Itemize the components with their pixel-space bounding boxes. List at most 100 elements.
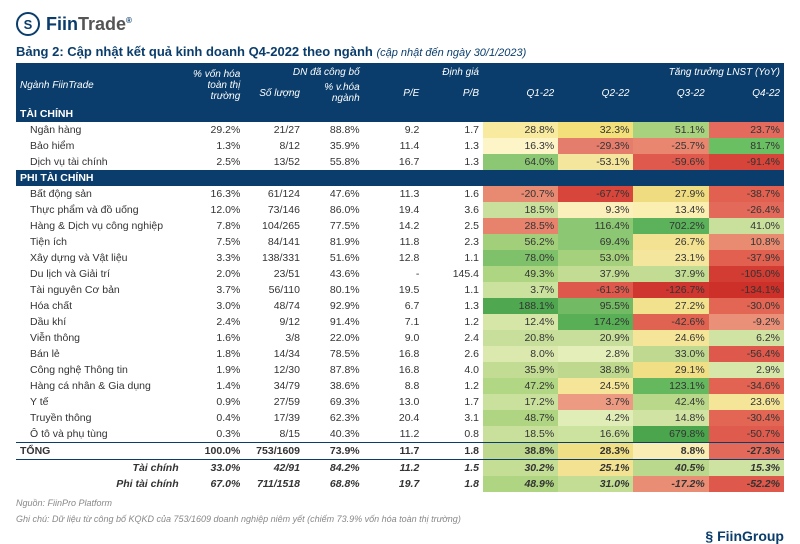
table-row: Dầu khí2.4%9/1291.4%7.11.212.4%174.2%-42… xyxy=(16,314,784,330)
growth-cell: 41.0% xyxy=(709,218,784,234)
growth-cell: -17.2% xyxy=(633,476,708,492)
growth-cell: 20.8% xyxy=(483,330,558,346)
growth-cell: 95.5% xyxy=(558,298,633,314)
h-mcap: % vốn hóa toàn thị trường xyxy=(185,65,245,106)
growth-cell: 37.9% xyxy=(633,266,708,282)
h-qty: Số lượng xyxy=(244,80,304,106)
h-q3: Q3-22 xyxy=(633,80,708,106)
growth-cell: -42.6% xyxy=(633,314,708,330)
growth-cell: 10.8% xyxy=(709,234,784,250)
table-row: Tài nguyên Cơ bản3.7%56/11080.1%19.51.13… xyxy=(16,282,784,298)
growth-cell: 38.8% xyxy=(483,443,558,460)
growth-cell: -25.7% xyxy=(633,138,708,154)
growth-cell: -126.7% xyxy=(633,282,708,298)
growth-cell: 4.2% xyxy=(558,410,633,426)
growth-cell: -56.4% xyxy=(709,346,784,362)
growth-cell: 2.9% xyxy=(709,362,784,378)
growth-cell: -67.7% xyxy=(558,186,633,202)
growth-cell: 16.6% xyxy=(558,426,633,443)
growth-cell: 32.3% xyxy=(558,122,633,138)
growth-cell: -30.4% xyxy=(709,410,784,426)
footnote-source: Nguồn: FiinPro Platform xyxy=(16,498,784,508)
growth-cell: 28.3% xyxy=(558,443,633,460)
total-row: TỔNG100.0%753/160973.9%11.71.838.8%28.3%… xyxy=(16,443,784,460)
growth-cell: 23.6% xyxy=(709,394,784,410)
growth-cell: -105.0% xyxy=(709,266,784,282)
sector-name: Y tế xyxy=(16,394,185,410)
sector-name: Ô tô và phụ tùng xyxy=(16,426,185,443)
sector-name: Bán lẻ xyxy=(16,346,185,362)
table-row: Bán lẻ1.8%14/3478.5%16.82.68.0%2.8%33.0%… xyxy=(16,346,784,362)
growth-cell: -27.3% xyxy=(709,443,784,460)
growth-cell: 51.1% xyxy=(633,122,708,138)
h-pct: % v.hóa ngành xyxy=(304,80,364,106)
sector-name: Công nghệ Thông tin xyxy=(16,362,185,378)
table-head: Ngành FiinTrade % vốn hóa toàn thị trườn… xyxy=(16,65,784,106)
growth-cell: 49.3% xyxy=(483,266,558,282)
growth-cell: 15.3% xyxy=(709,460,784,477)
sector-name: Bất động sản xyxy=(16,186,185,202)
table-row: Bất động sản16.3%61/12447.6%11.31.6-20.7… xyxy=(16,186,784,202)
h-q4: Q4-22 xyxy=(709,80,784,106)
table-row: Hàng cá nhân & Gia dụng1.4%34/7938.6%8.8… xyxy=(16,378,784,394)
sector-name: Ngân hàng xyxy=(16,122,185,138)
growth-cell: -134.1% xyxy=(709,282,784,298)
growth-cell: 64.0% xyxy=(483,154,558,170)
section-header: TÀI CHÍNH xyxy=(16,106,784,122)
growth-cell: 37.9% xyxy=(558,266,633,282)
growth-cell: 20.9% xyxy=(558,330,633,346)
growth-cell: -26.4% xyxy=(709,202,784,218)
growth-cell: -20.7% xyxy=(483,186,558,202)
growth-cell: 48.9% xyxy=(483,476,558,492)
growth-cell: 30.2% xyxy=(483,460,558,477)
growth-cell: 24.5% xyxy=(558,378,633,394)
growth-cell: 42.4% xyxy=(633,394,708,410)
growth-cell: 16.3% xyxy=(483,138,558,154)
growth-cell: -50.7% xyxy=(709,426,784,443)
growth-cell: 3.7% xyxy=(558,394,633,410)
logo-icon: S xyxy=(16,12,40,36)
growth-cell: 27.2% xyxy=(633,298,708,314)
table-row: Thực phẩm và đồ uống12.0%73/14686.0%19.4… xyxy=(16,202,784,218)
growth-cell: 116.4% xyxy=(558,218,633,234)
h-q1: Q1-22 xyxy=(483,80,558,106)
growth-cell: 35.9% xyxy=(483,362,558,378)
h-growth: Tăng trưởng LNST (YoY) xyxy=(483,65,784,80)
growth-cell: 9.3% xyxy=(558,202,633,218)
growth-cell: 78.0% xyxy=(483,250,558,266)
growth-cell: 13.4% xyxy=(633,202,708,218)
table-row: Bảo hiểm1.3%8/1235.9%11.41.316.3%-29.3%-… xyxy=(16,138,784,154)
sector-name: Viễn thông xyxy=(16,330,185,346)
growth-cell: 69.4% xyxy=(558,234,633,250)
sector-name: Truyền thông xyxy=(16,410,185,426)
growth-cell: 40.5% xyxy=(633,460,708,477)
table-row: Dịch vụ tài chính2.5%13/5255.8%16.71.364… xyxy=(16,154,784,170)
growth-cell: 47.2% xyxy=(483,378,558,394)
table-body: TÀI CHÍNHNgân hàng29.2%21/2788.8%9.21.72… xyxy=(16,106,784,492)
growth-cell: 25.1% xyxy=(558,460,633,477)
h-announced: DN đã công bố xyxy=(244,65,363,80)
growth-cell: -9.2% xyxy=(709,314,784,330)
growth-cell: 27.9% xyxy=(633,186,708,202)
table-row: Xây dựng và Vật liệu3.3%138/33151.6%12.8… xyxy=(16,250,784,266)
table-row: Du lịch và Giải trí2.0%23/5143.6%-145.44… xyxy=(16,266,784,282)
growth-cell: 81.7% xyxy=(709,138,784,154)
growth-cell: 3.7% xyxy=(483,282,558,298)
growth-cell: 123.1% xyxy=(633,378,708,394)
table-title: Bảng 2: Cập nhật kết quả kinh doanh Q4-2… xyxy=(16,44,784,65)
growth-cell: 14.8% xyxy=(633,410,708,426)
sector-name: Hóa chất xyxy=(16,298,185,314)
growth-cell: 702.2% xyxy=(633,218,708,234)
growth-cell: 188.1% xyxy=(483,298,558,314)
table-row: Phi tài chính67.0%711/151868.8%19.71.848… xyxy=(16,476,784,492)
growth-cell: -61.3% xyxy=(558,282,633,298)
growth-cell: 31.0% xyxy=(558,476,633,492)
growth-cell: 28.5% xyxy=(483,218,558,234)
table-row: Công nghệ Thông tin1.9%12/3087.8%16.84.0… xyxy=(16,362,784,378)
growth-cell: 18.5% xyxy=(483,426,558,443)
growth-cell: 29.1% xyxy=(633,362,708,378)
h-sector: Ngành FiinTrade xyxy=(16,65,185,106)
logo-text: FiinTrade® xyxy=(46,14,132,35)
sector-name: Phi tài chính xyxy=(16,476,185,492)
table-row: Ô tô và phụ tùng0.3%8/1540.3%11.20.818.5… xyxy=(16,426,784,443)
